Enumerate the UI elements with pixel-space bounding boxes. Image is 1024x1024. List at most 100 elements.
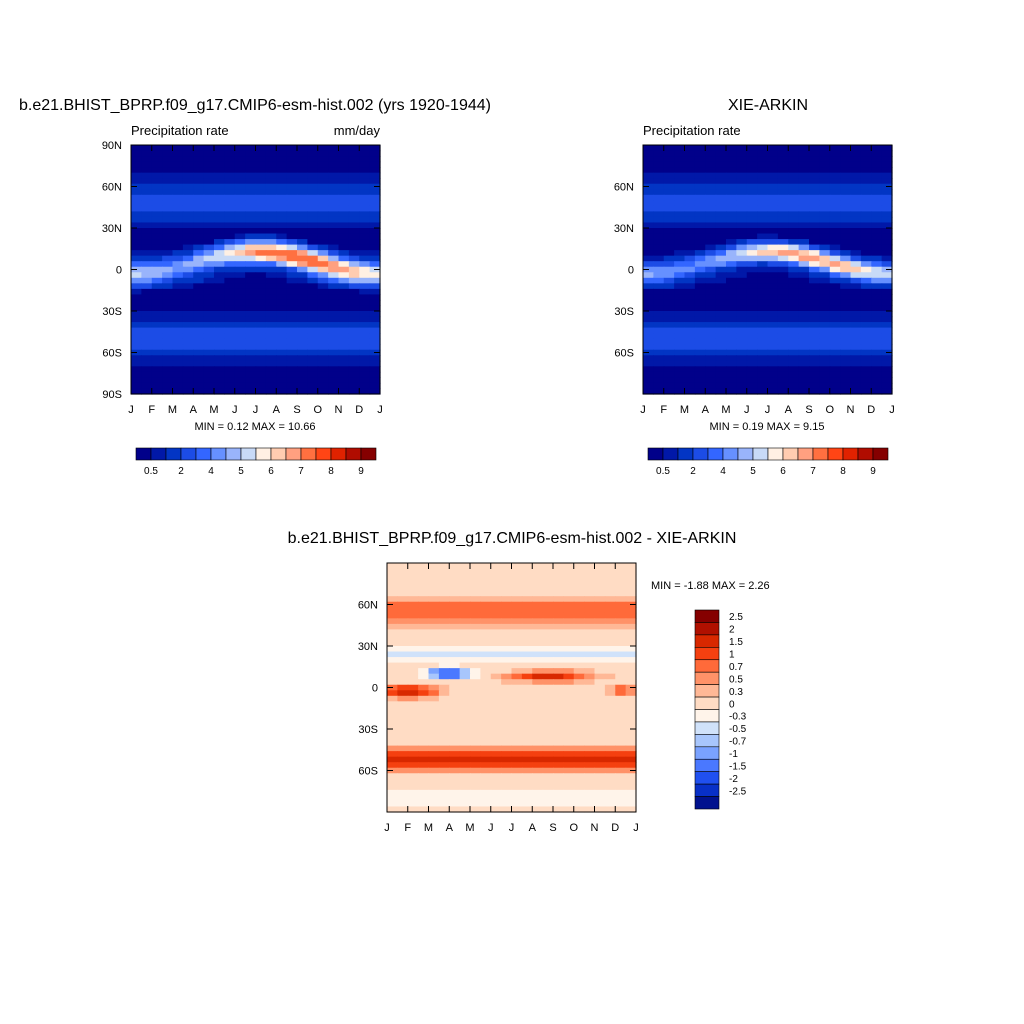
field-cell xyxy=(521,679,533,686)
field-cell xyxy=(245,349,257,356)
field-cell xyxy=(829,156,841,163)
field-cell xyxy=(705,377,717,384)
field-cell xyxy=(573,806,585,813)
field-cell xyxy=(829,183,841,190)
field-cell xyxy=(265,333,277,340)
field-cell xyxy=(584,701,596,708)
field-cell xyxy=(459,657,471,664)
field-cell xyxy=(663,145,675,152)
field-cell xyxy=(151,183,163,190)
field-cell xyxy=(643,205,654,212)
field-cell xyxy=(871,360,883,367)
field-cell xyxy=(850,371,862,378)
field-cell xyxy=(203,150,215,157)
field-cell xyxy=(788,194,800,201)
field-cell xyxy=(840,299,852,307)
field-cell xyxy=(162,178,174,185)
field-cell xyxy=(777,349,789,356)
field-cell xyxy=(809,178,820,185)
field-cell xyxy=(521,756,533,763)
field-cell xyxy=(307,305,319,312)
field-cell xyxy=(428,629,440,636)
field-cell xyxy=(694,305,706,312)
field-cell xyxy=(674,205,686,212)
field-cell xyxy=(777,156,789,163)
field-cell xyxy=(563,712,575,719)
field-cell xyxy=(788,228,800,235)
field-cell xyxy=(131,205,142,212)
field-cell xyxy=(694,205,706,212)
field-cell xyxy=(245,382,257,390)
field-cell xyxy=(573,679,585,686)
field-cell xyxy=(521,690,533,697)
field-cell xyxy=(182,233,194,240)
field-cell xyxy=(594,806,606,813)
field-cell xyxy=(573,795,585,802)
field-cell xyxy=(255,366,267,373)
colorbar-box xyxy=(857,447,874,461)
field-cell xyxy=(788,205,800,212)
field-cell xyxy=(397,618,409,625)
field-cell xyxy=(553,596,564,603)
field-cell xyxy=(501,585,513,592)
field-cell xyxy=(214,305,225,312)
field-cell xyxy=(317,255,329,262)
field-cell xyxy=(428,795,440,802)
field-cell xyxy=(653,205,665,212)
field-cell xyxy=(736,371,748,378)
y-tick-label: 60N xyxy=(102,182,122,194)
field-cell xyxy=(809,266,820,273)
field-cell xyxy=(674,322,686,329)
field-cell xyxy=(172,360,184,367)
field-cell xyxy=(553,740,564,747)
field-cell xyxy=(746,200,758,207)
field-cell xyxy=(684,283,696,290)
field-cell xyxy=(470,623,481,630)
field-cell xyxy=(850,200,862,207)
field-cell xyxy=(521,668,533,675)
field-cell xyxy=(387,734,398,741)
field-cell xyxy=(860,250,872,257)
field-cell xyxy=(418,795,430,802)
field-cell xyxy=(705,189,717,196)
field-cell xyxy=(265,205,277,212)
field-cell xyxy=(265,255,277,262)
field-cell xyxy=(449,662,461,669)
field-cell xyxy=(307,161,319,168)
field-cell xyxy=(736,311,748,318)
field-cell xyxy=(819,272,831,279)
field-cell xyxy=(286,178,298,185)
field-cell xyxy=(438,640,450,647)
field-cell xyxy=(663,178,675,185)
field-cell xyxy=(829,228,841,235)
field-cell xyxy=(369,294,381,301)
field-cell xyxy=(307,222,319,229)
field-cell xyxy=(245,360,257,367)
field-cell xyxy=(542,657,554,664)
field-cell xyxy=(736,216,748,224)
field-cell xyxy=(214,261,225,268)
field-cell xyxy=(653,178,665,185)
field-cell xyxy=(563,634,575,642)
field-cell xyxy=(328,382,340,390)
field-cell xyxy=(338,261,350,268)
field-cell xyxy=(501,596,513,603)
field-cell xyxy=(470,690,481,697)
field-cell xyxy=(501,568,513,575)
field-cell xyxy=(418,651,430,658)
field-cell xyxy=(407,679,419,686)
field-cell xyxy=(715,255,727,262)
field-cell xyxy=(705,382,717,390)
field-cell xyxy=(684,344,696,351)
field-cell xyxy=(860,200,872,207)
field-cell xyxy=(490,740,502,747)
y-tick-label: 60N xyxy=(358,600,378,612)
field-cell xyxy=(777,355,789,362)
field-cell xyxy=(809,189,820,196)
field-cell xyxy=(532,623,544,630)
field-cell xyxy=(736,194,748,201)
field-cell xyxy=(819,239,831,246)
field-cell xyxy=(840,371,852,378)
field-cell xyxy=(746,277,758,284)
field-cell xyxy=(521,734,533,741)
